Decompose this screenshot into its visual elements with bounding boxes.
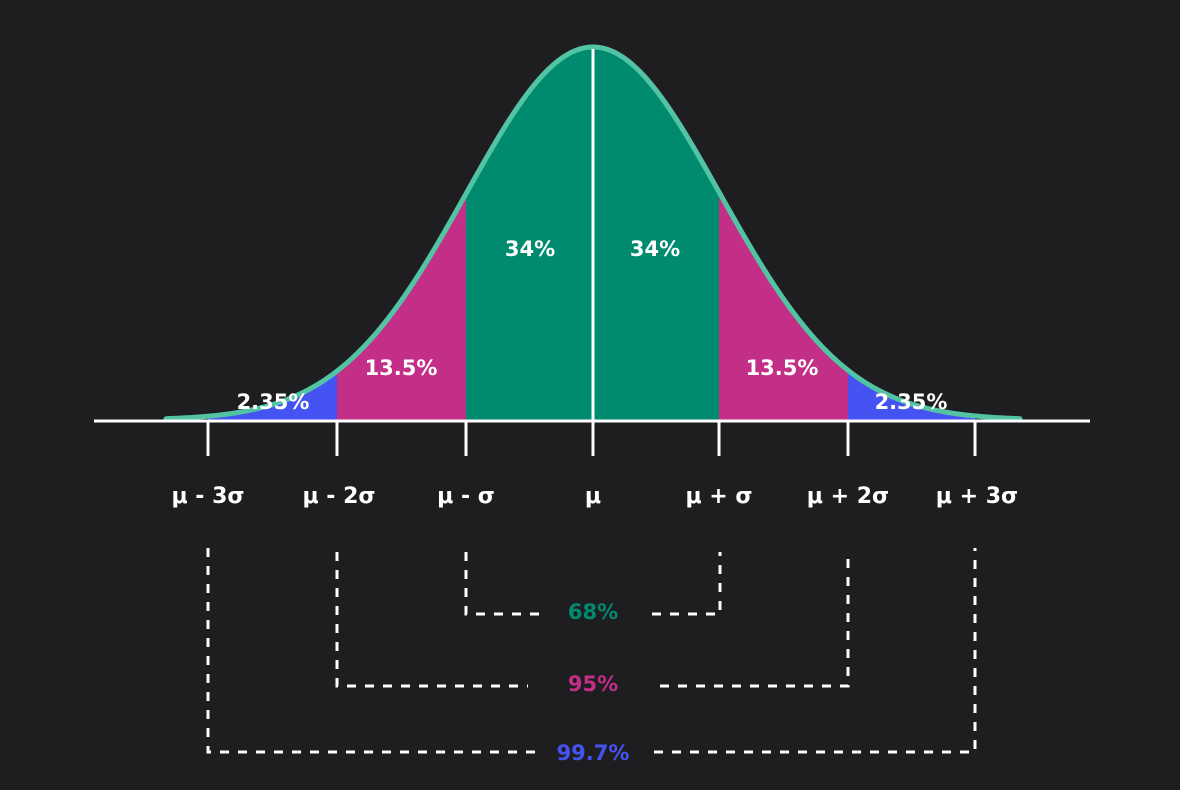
segment-label-right-center: 34% xyxy=(630,237,680,261)
bracket-99-7 xyxy=(206,548,977,754)
bracket-95 xyxy=(335,552,850,688)
bell-curve xyxy=(163,44,1023,422)
tick-labels: μ - 3σ μ - 2σ μ - σ μ μ + σ μ + 2σ μ + 3… xyxy=(171,484,1018,509)
tick-label-minus-3-sigma: μ - 3σ xyxy=(171,484,244,509)
tick-label-mean: μ xyxy=(585,484,601,509)
range-brackets xyxy=(206,548,977,754)
tick-label-minus-2-sigma: μ - 2σ xyxy=(302,484,375,509)
segment-label-left-middle: 13.5% xyxy=(365,356,438,380)
tick-label-plus-3-sigma: μ + 3σ xyxy=(936,484,1018,509)
range-label-95: 95% xyxy=(568,672,618,696)
segment-label-left-outer: 2.35% xyxy=(237,390,310,414)
segment-right-center xyxy=(593,47,719,420)
tick-label-plus-sigma: μ + σ xyxy=(685,484,752,509)
segment-right-outer xyxy=(848,370,975,420)
range-label-68: 68% xyxy=(568,600,618,624)
bracket-68 xyxy=(464,552,722,616)
segment-left-center xyxy=(466,47,593,420)
segment-left-outer xyxy=(208,371,337,420)
segment-label-left-center: 34% xyxy=(505,237,555,261)
segment-label-right-outer: 2.35% xyxy=(875,390,948,414)
range-labels: 68% 95% 99.7% xyxy=(557,600,630,765)
tick-label-plus-2-sigma: μ + 2σ xyxy=(807,484,889,509)
axis-ticks xyxy=(206,420,977,456)
segment-label-right-middle: 13.5% xyxy=(746,356,819,380)
range-label-99-7: 99.7% xyxy=(557,741,630,765)
tick-label-minus-sigma: μ - σ xyxy=(437,484,495,509)
segment-labels: 2.35% 13.5% 34% 34% 13.5% 2.35% xyxy=(237,237,948,414)
